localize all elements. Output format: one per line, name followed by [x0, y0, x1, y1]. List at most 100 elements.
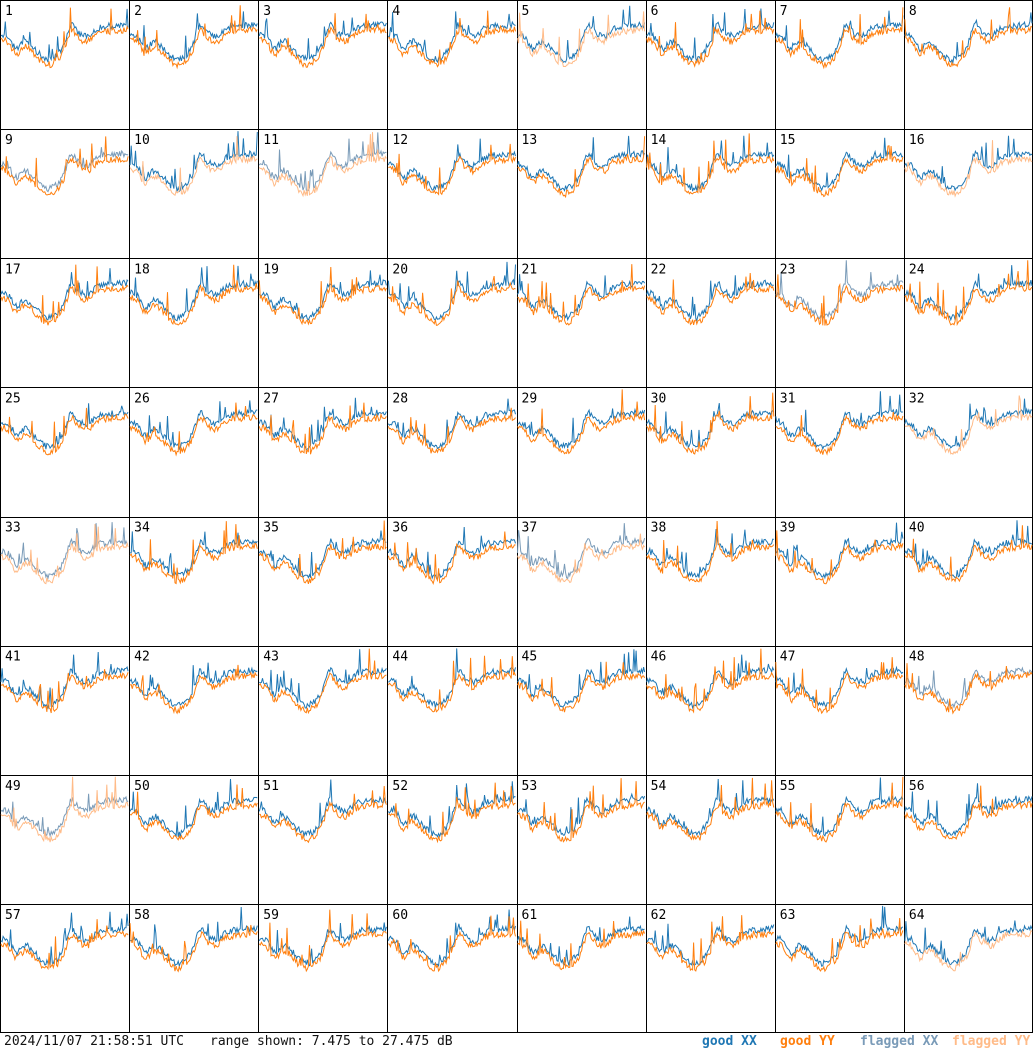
- panel-8: 8: [904, 4, 1033, 68]
- series-yy-58: [129, 923, 258, 973]
- panel-48: 48: [904, 650, 1033, 715]
- panel-27: 27: [258, 391, 387, 455]
- series-xx-51: [258, 779, 387, 838]
- panel-21: 21: [517, 262, 646, 326]
- panel-29: 29: [517, 389, 646, 455]
- panel-15: 15: [775, 133, 904, 198]
- series-yy-41: [0, 669, 129, 714]
- series-xx-53: [517, 792, 646, 836]
- panel-60: 60: [387, 908, 516, 973]
- panel-label: 42: [134, 650, 150, 665]
- series-yy-59: [258, 909, 387, 973]
- series-yy-3: [259, 13, 387, 68]
- panel-58: 58: [129, 906, 258, 973]
- panel-label: 30: [651, 391, 667, 406]
- panel-label: 63: [780, 908, 796, 923]
- panel-label: 25: [5, 391, 21, 406]
- series-xx-6: [646, 8, 775, 63]
- panel-2: 2: [129, 4, 258, 70]
- panel-3: 3: [258, 4, 387, 68]
- series-yy-7: [775, 7, 904, 70]
- series-yy-46: [646, 648, 775, 714]
- panel-23: 23: [775, 260, 904, 326]
- panel-label: 11: [263, 133, 279, 148]
- series-yy-35: [258, 520, 387, 585]
- panel-label: 40: [909, 521, 925, 536]
- series-yy-50: [129, 784, 258, 841]
- series-yy-6: [646, 10, 775, 68]
- series-xx-64: [904, 920, 1033, 966]
- panel-22: 22: [646, 262, 775, 326]
- series-yy-27: [258, 402, 387, 455]
- panel-label: 32: [909, 391, 925, 406]
- series-xx-54: [646, 778, 775, 837]
- panel-10: 10: [129, 131, 258, 196]
- panel-label: 13: [522, 133, 538, 148]
- panel-47: 47: [775, 650, 904, 715]
- panel-25: 25: [0, 391, 129, 456]
- panel-label: 45: [522, 650, 538, 665]
- series-yy-1: [0, 7, 129, 69]
- series-xx-3: [258, 17, 387, 62]
- series-xx-19: [258, 270, 387, 321]
- series-yy-56: [904, 785, 1033, 840]
- panel-label: 50: [134, 779, 150, 794]
- panel-19: 19: [258, 262, 387, 326]
- panel-label: 61: [522, 908, 538, 923]
- panel-label: 31: [780, 391, 796, 406]
- panel-50: 50: [129, 779, 258, 841]
- panel-55: 55: [775, 776, 904, 843]
- panel-35: 35: [258, 520, 387, 585]
- panel-label: 19: [263, 262, 279, 277]
- series-yy-38: [646, 520, 775, 583]
- panel-label: 60: [392, 908, 408, 923]
- panel-42: 42: [129, 650, 258, 715]
- series-yy-9: [0, 136, 129, 196]
- series-yy-17: [0, 264, 129, 326]
- series-xx-27: [258, 397, 387, 451]
- series-yy-48: [904, 663, 1033, 715]
- series-xx-32: [904, 398, 1032, 449]
- series-yy-23: [775, 274, 904, 326]
- series-yy-34: [129, 521, 258, 585]
- panel-label: 24: [909, 262, 925, 277]
- panel-label: 18: [134, 262, 150, 277]
- panel-43: 43: [258, 648, 387, 715]
- series-xx-13: [517, 135, 646, 193]
- panel-24: 24: [904, 260, 1033, 327]
- series-yy-39: [775, 530, 904, 585]
- panel-61: 61: [517, 908, 646, 971]
- series-yy-31: [775, 412, 904, 456]
- panel-label: 59: [263, 908, 279, 923]
- panel-label: 44: [392, 650, 408, 665]
- panel-34: 34: [129, 521, 258, 585]
- series-yy-18: [129, 264, 258, 326]
- panel-39: 39: [775, 521, 904, 585]
- panel-label: 52: [392, 779, 408, 794]
- panel-46: 46: [646, 648, 775, 714]
- panel-49: 49: [0, 776, 129, 843]
- panel-label: 56: [909, 779, 925, 794]
- panel-1: 1: [0, 4, 129, 69]
- panel-label: 8: [909, 4, 917, 19]
- panel-label: 34: [134, 521, 150, 536]
- panel-label: 17: [5, 262, 21, 277]
- panel-label: 54: [651, 779, 667, 794]
- series-xx-5: [517, 5, 646, 63]
- panel-label: 20: [392, 262, 408, 277]
- panel-label: 4: [392, 4, 400, 19]
- series-yy-15: [775, 145, 904, 198]
- panel-label: 6: [651, 4, 659, 19]
- series-xx-45: [517, 649, 646, 708]
- panel-44: 44: [387, 648, 516, 713]
- legend-good-xx: good XX: [702, 1034, 757, 1049]
- series-yy-52: [388, 782, 516, 844]
- series-xx-31: [775, 391, 904, 451]
- series-yy-30: [646, 392, 775, 455]
- panel-41: 41: [0, 650, 129, 714]
- series-xx-8: [904, 12, 1033, 65]
- series-yy-19: [258, 266, 387, 326]
- panel-9: 9: [0, 133, 129, 196]
- series-xx-17: [0, 268, 129, 321]
- series-xx-12: [387, 138, 516, 192]
